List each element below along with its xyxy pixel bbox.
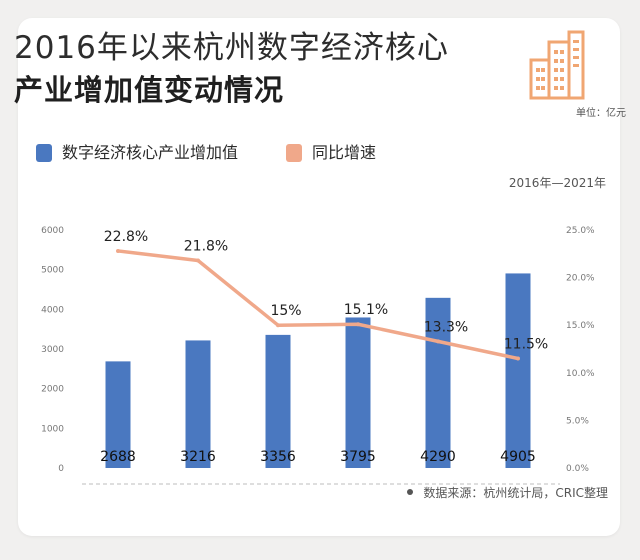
bar-data-label: 3356 xyxy=(260,449,296,465)
bar-data-label: 3795 xyxy=(340,449,376,465)
y-left-tick-label: 2000 xyxy=(41,385,64,395)
unit-note: 单位：亿元 xyxy=(576,108,626,119)
building-icon xyxy=(529,30,585,100)
source-note: 数据来源：杭州统计局，CRIC整理 xyxy=(407,484,608,501)
line-point xyxy=(436,339,440,344)
line-point xyxy=(516,356,520,361)
line-data-label: 22.8% xyxy=(104,229,148,245)
bar xyxy=(345,317,371,468)
bar xyxy=(265,334,291,468)
bar-data-label: 4905 xyxy=(500,449,536,465)
line-data-label: 15% xyxy=(270,303,301,319)
legend-swatch-line xyxy=(286,144,302,162)
y-right-tick-label: 5.0% xyxy=(566,416,589,426)
bar-data-label: 4290 xyxy=(420,449,456,465)
bar xyxy=(505,273,531,468)
bar-data-label: 2688 xyxy=(100,449,136,465)
line-point xyxy=(356,322,360,327)
line-data-label: 11.5% xyxy=(504,337,548,353)
y-right-tick-label: 15.0% xyxy=(566,321,595,331)
line-point xyxy=(196,258,200,263)
y-left-tick-label: 1000 xyxy=(41,424,64,434)
line-data-label: 13.3% xyxy=(424,319,468,335)
y-left-tick-label: 0 xyxy=(58,464,64,474)
y-right-tick-label: 20.0% xyxy=(566,274,595,284)
line-data-label: 15.1% xyxy=(344,302,388,318)
y-right-tick-label: 10.0% xyxy=(566,369,595,379)
legend-label-bar: 数字经济核心产业增加值 xyxy=(62,143,239,162)
chart-title: 2016年以来杭州数字经济核心 xyxy=(14,30,449,66)
line-point xyxy=(276,323,280,328)
y-left-tick-label: 5000 xyxy=(41,266,64,276)
year-range: 2016年—2021年 xyxy=(508,176,606,190)
y-left-tick-label: 6000 xyxy=(41,226,64,236)
line-point xyxy=(116,248,120,253)
legend-label-line: 同比增速 xyxy=(312,143,377,162)
chart-subtitle: 产业增加值变动情况 xyxy=(14,73,285,107)
bar xyxy=(105,361,131,468)
y-right-tick-label: 25.0% xyxy=(566,226,595,236)
y-left-tick-label: 3000 xyxy=(41,345,64,355)
line-data-label: 21.8% xyxy=(184,238,228,254)
bar-data-label: 3216 xyxy=(180,449,216,465)
y-left-tick-label: 4000 xyxy=(41,305,64,315)
growth-line xyxy=(117,249,519,361)
bullet-icon xyxy=(407,489,414,495)
source-text: 数据来源：杭州统计局，CRIC整理 xyxy=(423,486,608,500)
legend-swatch-bar xyxy=(36,144,52,162)
y-right-tick-label: 0.0% xyxy=(566,464,589,474)
bar xyxy=(185,340,211,468)
bar xyxy=(425,297,451,468)
